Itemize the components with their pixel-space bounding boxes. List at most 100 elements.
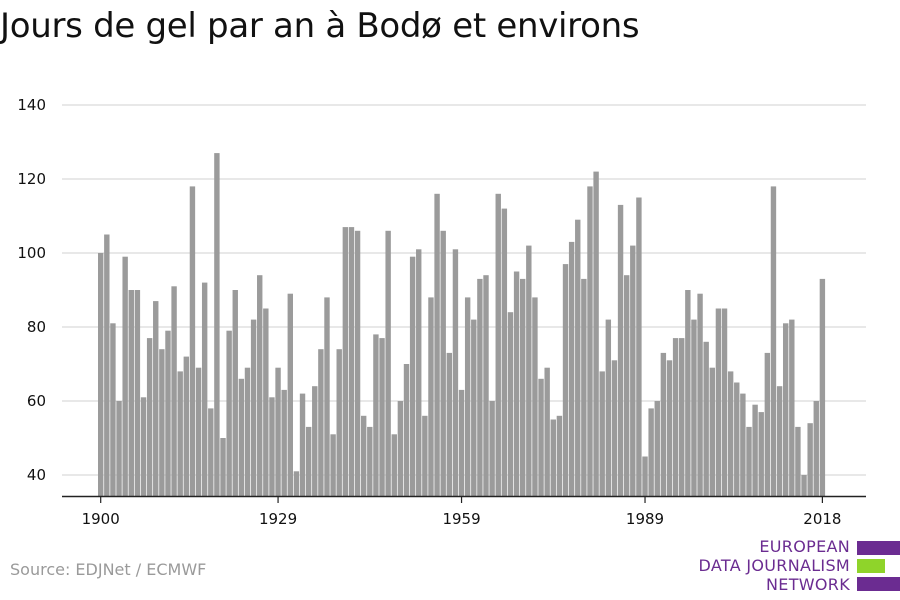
bar-1987 bbox=[630, 245, 636, 496]
bar-1966 bbox=[501, 208, 508, 496]
bar-2006 bbox=[746, 426, 752, 496]
bar-2015 bbox=[801, 475, 807, 496]
bar-1962 bbox=[477, 278, 483, 496]
bar-1985 bbox=[617, 204, 624, 496]
bar-1965 bbox=[495, 193, 501, 497]
bar-1917 bbox=[201, 282, 208, 496]
bar-1905 bbox=[128, 290, 134, 496]
bar-1958 bbox=[452, 249, 459, 496]
bar-1991 bbox=[654, 401, 660, 496]
bar-1999 bbox=[703, 341, 709, 496]
bar-1937 bbox=[324, 297, 330, 496]
bar-1911 bbox=[165, 330, 171, 496]
x-axis-ticks: 1900 1929 1959 1989 2018 bbox=[82, 496, 841, 528]
bar-1980 bbox=[587, 186, 593, 496]
bar-1953 bbox=[422, 415, 428, 496]
bar-1967 bbox=[507, 312, 514, 496]
bar-1986 bbox=[623, 275, 630, 496]
bar-2010 bbox=[770, 186, 777, 496]
bar-2008 bbox=[758, 412, 764, 496]
bar-1908 bbox=[146, 338, 153, 496]
bar-2005 bbox=[740, 393, 746, 496]
bar-1920 bbox=[220, 438, 226, 496]
x-tick-label: 1900 bbox=[82, 510, 120, 528]
bar-1949 bbox=[397, 401, 404, 496]
bar-1974 bbox=[550, 419, 556, 496]
bar-1959 bbox=[458, 389, 465, 496]
bar-1950 bbox=[403, 364, 410, 496]
bar-1928 bbox=[269, 397, 275, 496]
bar-chart: 40 60 80 100 120 140 1900 1929 1959 1989 2018 bbox=[17, 96, 866, 528]
bar-1914 bbox=[183, 356, 190, 496]
bar-1939 bbox=[336, 349, 342, 496]
bar-1983 bbox=[605, 319, 612, 496]
bar-1975 bbox=[556, 415, 563, 496]
bar-1956 bbox=[440, 230, 446, 497]
bar-1915 bbox=[189, 186, 196, 496]
bar-2001 bbox=[715, 308, 722, 496]
chart-title: Jours de gel par an à Bodø et environs bbox=[0, 6, 640, 46]
y-tick-label: 60 bbox=[27, 392, 46, 410]
bar-1971 bbox=[532, 297, 538, 496]
bar-1921 bbox=[226, 330, 232, 496]
x-tick-label: 1989 bbox=[626, 510, 664, 528]
bar-1979 bbox=[581, 278, 587, 496]
bar-1926 bbox=[257, 275, 263, 496]
bar-1968 bbox=[513, 271, 520, 496]
bar-1960 bbox=[464, 297, 471, 496]
bar-1931 bbox=[287, 293, 293, 496]
bar-1929 bbox=[275, 367, 281, 496]
bar-1936 bbox=[318, 349, 324, 496]
bar-1973 bbox=[544, 367, 550, 496]
bar-2007 bbox=[752, 404, 758, 496]
bar-1948 bbox=[391, 434, 397, 496]
bar-2017 bbox=[813, 401, 819, 496]
bar-1954 bbox=[428, 297, 434, 496]
bar-1964 bbox=[489, 401, 495, 496]
bar-2011 bbox=[776, 386, 783, 496]
bar-1969 bbox=[520, 278, 526, 496]
bar-2013 bbox=[789, 319, 795, 496]
bar-1901 bbox=[104, 234, 110, 496]
bar-1982 bbox=[599, 371, 605, 496]
bar-2000 bbox=[709, 367, 715, 496]
bar-1988 bbox=[636, 197, 642, 496]
bar-1952 bbox=[416, 249, 422, 496]
bar-1989 bbox=[642, 456, 648, 496]
bar-2016 bbox=[807, 423, 813, 496]
bar-1927 bbox=[263, 308, 269, 496]
y-tick-label: 40 bbox=[27, 466, 46, 484]
bar-1904 bbox=[122, 256, 128, 496]
bar-1947 bbox=[385, 230, 391, 497]
y-tick-label: 140 bbox=[17, 96, 46, 114]
bar-1996 bbox=[685, 290, 691, 496]
logo-line-3: NETWORK bbox=[766, 575, 850, 594]
bar-1930 bbox=[281, 389, 287, 496]
bar-1963 bbox=[483, 275, 489, 496]
bar-1910 bbox=[159, 349, 165, 496]
bar-1993 bbox=[666, 360, 673, 496]
bar-1924 bbox=[244, 367, 251, 496]
bar-1916 bbox=[195, 367, 202, 496]
bar-1995 bbox=[679, 338, 685, 496]
bar-1957 bbox=[446, 352, 453, 496]
bar-1951 bbox=[409, 256, 416, 496]
bar-1943 bbox=[360, 415, 367, 496]
bar-1933 bbox=[299, 393, 306, 496]
bar-2004 bbox=[734, 382, 740, 496]
bar-1923 bbox=[238, 378, 245, 496]
bar-1922 bbox=[232, 290, 238, 496]
bar-1976 bbox=[562, 264, 569, 496]
bar-1938 bbox=[330, 434, 336, 496]
bar-1998 bbox=[697, 293, 703, 496]
bar-1970 bbox=[526, 245, 532, 496]
bar-1906 bbox=[134, 290, 141, 496]
bar-1907 bbox=[140, 397, 147, 496]
bar-1934 bbox=[305, 426, 312, 496]
bar-1941 bbox=[348, 227, 355, 496]
bar-1972 bbox=[538, 378, 544, 496]
bar-1932 bbox=[293, 471, 300, 496]
logo-bar-green bbox=[857, 559, 885, 573]
bar-2012 bbox=[782, 323, 789, 496]
x-tick-label: 2018 bbox=[803, 510, 841, 528]
